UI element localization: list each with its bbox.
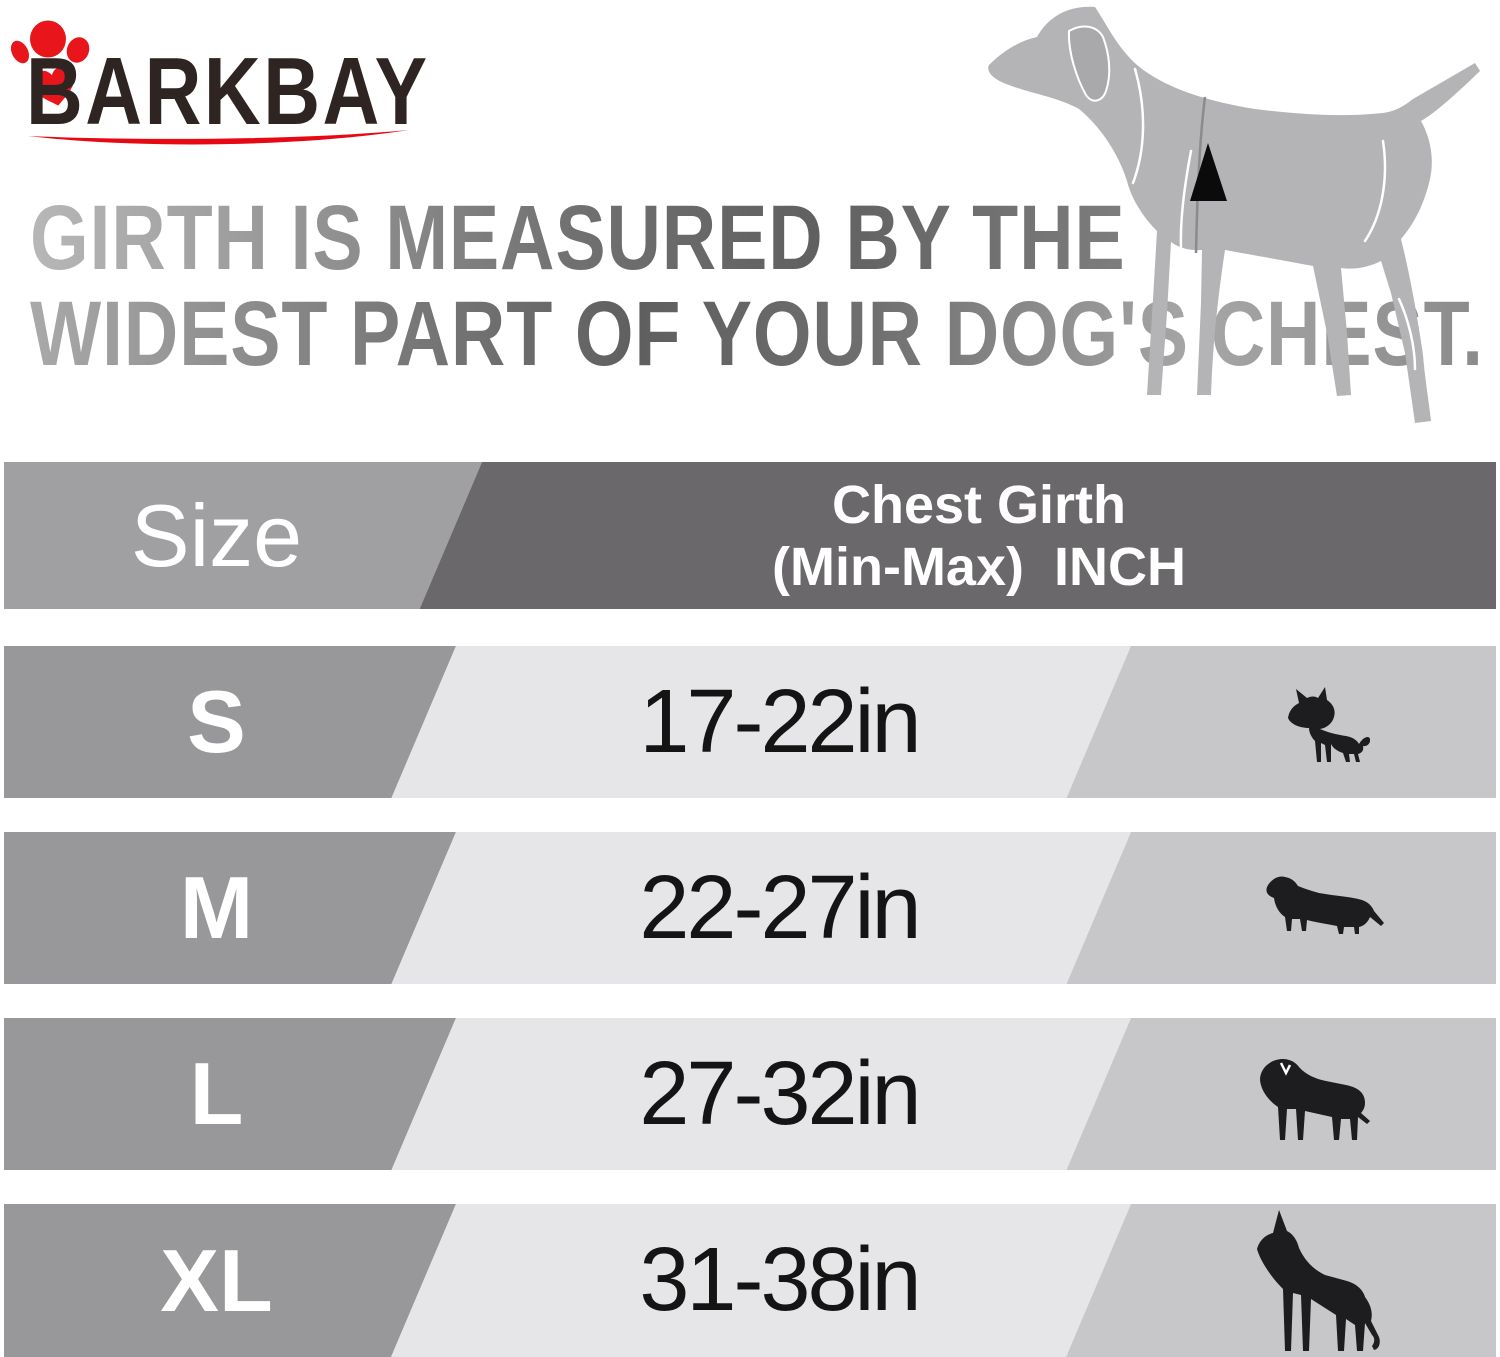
paw-print-icon: [10, 20, 90, 106]
dachshund-icon: [1266, 876, 1384, 934]
brand-name: BARKBAY: [26, 38, 430, 145]
size-chart-header-row: Size Chest Girth (Min-Max) INCH: [4, 462, 1496, 609]
red-swoosh-underline: [28, 130, 409, 145]
row-girth-value: 17-22in: [639, 671, 921, 772]
size-row-s: S 17-22in: [4, 646, 1496, 798]
row-girth-value: 31-38in: [639, 1230, 921, 1330]
header-size-label: Size: [130, 485, 303, 585]
dog-ear: [1067, 25, 1111, 102]
row-size-label: L: [189, 1044, 244, 1143]
header-girth-line2: (Min-Max) INCH: [772, 536, 1186, 597]
row-size-label: M: [179, 858, 254, 957]
ear-highlight: [1279, 1062, 1292, 1076]
great-dane-icon: [1257, 1210, 1380, 1351]
barkbay-logo: BARKBAY: [0, 0, 440, 160]
size-row-m: M 22-27in: [4, 832, 1496, 984]
header-girth-line1: Chest Girth: [831, 474, 1127, 535]
row-girth-value: 22-27in: [639, 857, 921, 958]
chihuahua-icon: [1288, 687, 1370, 762]
chest-girth-triangle-marker: [1190, 143, 1227, 201]
header-girth-label: Chest Girth (Min-Max) INCH: [609, 462, 1349, 609]
body-highlight-lines: [1131, 67, 1417, 371]
row-size-label: S: [187, 672, 246, 771]
headline-line1: GIRTH IS MEASURED BY THE: [30, 187, 1126, 289]
row-girth-value: 27-32in: [639, 1043, 921, 1144]
size-row-l: L 27-32in: [4, 1018, 1496, 1170]
size-row-xl: XL 31-38in: [4, 1204, 1496, 1357]
row-size-label: XL: [160, 1230, 273, 1330]
rottweiler-icon: [1260, 1058, 1370, 1140]
measured-dog-illustration: [988, 6, 1480, 423]
